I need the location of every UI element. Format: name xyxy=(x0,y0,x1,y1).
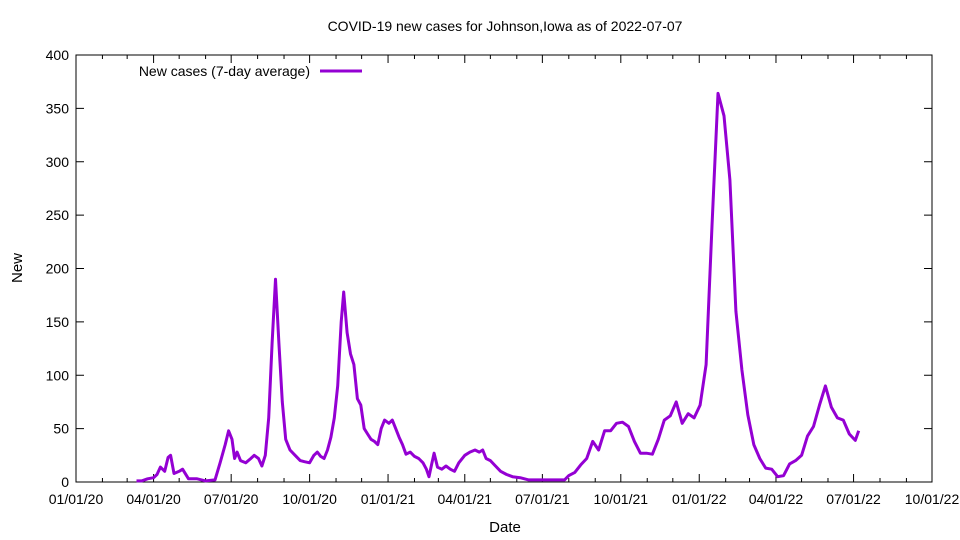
y-tick-label: 400 xyxy=(46,47,70,63)
x-tick-label: 10/01/21 xyxy=(594,491,649,507)
legend: New cases (7-day average) xyxy=(139,63,362,79)
y-tick-label: 0 xyxy=(61,474,69,490)
legend-label: New cases (7-day average) xyxy=(139,63,310,79)
x-tick-label: 07/01/22 xyxy=(826,491,881,507)
y-tick-label: 350 xyxy=(46,100,70,116)
y-tick-label: 200 xyxy=(46,261,70,277)
x-tick-label: 04/01/21 xyxy=(438,491,493,507)
x-tick-label: 01/01/21 xyxy=(361,491,416,507)
x-tick-label: 10/01/22 xyxy=(905,491,960,507)
y-axis-label: New xyxy=(9,253,26,283)
y-tick-label: 150 xyxy=(46,314,70,330)
x-tick-label: 04/01/20 xyxy=(126,491,181,507)
x-tick-label: 07/01/21 xyxy=(515,491,570,507)
x-tick-label: 10/01/20 xyxy=(282,491,337,507)
y-tick-label: 250 xyxy=(46,207,70,223)
y-tick-label: 300 xyxy=(46,154,70,170)
x-axis-ticks: 01/01/20 04/01/20 07/01/20 10/01/20 01/01/21… xyxy=(49,55,960,507)
x-tick-label: 01/01/22 xyxy=(672,491,727,507)
series-line-new-cases xyxy=(136,91,861,483)
plot-frame xyxy=(75,54,933,483)
x-tick-label: 04/01/22 xyxy=(749,491,804,507)
x-tick-label: 01/01/20 xyxy=(49,491,104,507)
x-tick-label: 07/01/20 xyxy=(204,491,259,507)
y-tick-label: 50 xyxy=(53,421,69,437)
y-axis-ticks: 0 50 100 150 200 250 300 350 400 xyxy=(46,47,932,490)
x-axis-label: Date xyxy=(489,519,521,536)
chart-title: COVID-19 new cases for Johnson,Iowa as o… xyxy=(328,18,683,34)
y-tick-label: 100 xyxy=(46,367,70,383)
